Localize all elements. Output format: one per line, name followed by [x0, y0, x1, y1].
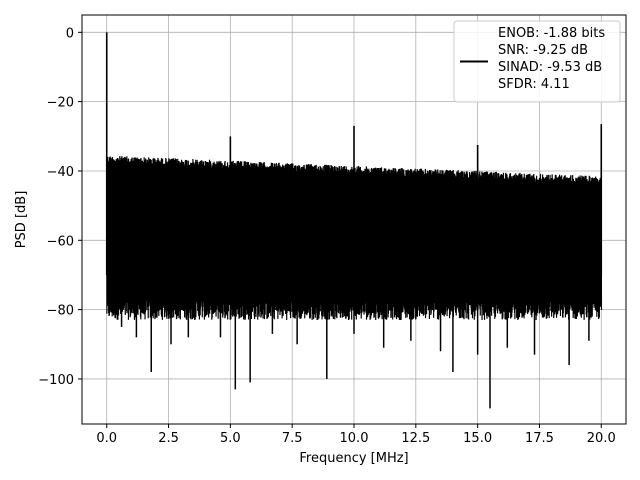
x-tick-label: 0.0 — [96, 431, 117, 446]
legend-entry: SFDR: 4.11 — [498, 77, 570, 92]
y-tick-label: −20 — [47, 96, 74, 111]
x-axis-label: Frequency [MHz] — [299, 451, 408, 466]
axes: 0.0 2.5 5.0 7.5 10.0 12.5 15.0 17.5 20.0 0 −20 −40 −… — [14, 14, 627, 466]
x-tick-label: 5.0 — [220, 431, 241, 446]
y-tick-label: −100 — [38, 373, 74, 388]
x-tick-label: 7.5 — [282, 431, 303, 446]
x-tick-label: 15.0 — [463, 431, 492, 446]
x-tick-label: 12.5 — [401, 431, 430, 446]
plot-area — [105, 32, 603, 409]
legend-entry: SINAD: -9.53 dB — [498, 60, 602, 75]
x-tick-label: 10.0 — [340, 431, 369, 446]
x-tick-label: 17.5 — [525, 431, 554, 446]
legend: ENOB: -1.88 bits SNR: -9.25 dB SINAD: -9.5… — [453, 20, 621, 103]
y-tick-label: −80 — [47, 304, 74, 319]
legend-entry: SNR: -9.25 dB — [498, 43, 588, 58]
y-tick-label: −40 — [47, 165, 74, 180]
y-axis-label: PSD [dB] — [14, 191, 29, 249]
x-tick-label: 20.0 — [587, 431, 616, 446]
y-tick-label: 0 — [66, 26, 74, 41]
y-tick-label: −60 — [47, 234, 74, 249]
x-tick-label: 2.5 — [158, 431, 179, 446]
legend-box — [453, 20, 621, 103]
legend-entry: ENOB: -1.88 bits — [498, 26, 605, 41]
